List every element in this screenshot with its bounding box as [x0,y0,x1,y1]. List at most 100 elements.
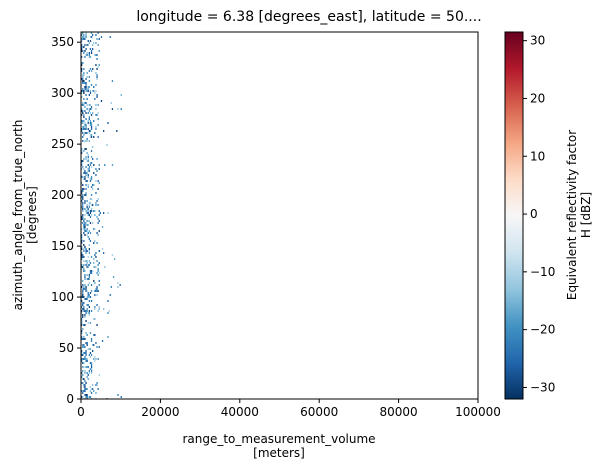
heatmap-cell [84,234,86,236]
heatmap-cell [90,50,93,52]
heatmap-cell [96,94,98,96]
heatmap-cell [88,118,90,120]
heatmap-cell [82,390,84,392]
heatmap-cell [87,156,89,158]
heatmap-cell [107,212,109,214]
heatmap-cell [94,214,96,216]
heatmap-cell [110,286,112,288]
heatmap-cell [99,212,101,214]
heatmap-cell [82,370,84,372]
heatmap-cell [86,152,88,154]
heatmap-cell [85,126,87,128]
heatmap-cell [96,114,98,116]
heatmap-cell [81,120,83,122]
heatmap-cell [81,70,83,72]
heatmap-cell [85,78,87,80]
heatmap-cell [85,286,87,288]
heatmap-cell [86,274,88,276]
heatmap-cell [85,388,87,390]
heatmap-cell [89,296,92,298]
colorbar-tick-label: −10 [530,265,555,279]
heatmap-cell [84,352,86,354]
heatmap-cell [111,164,114,166]
heatmap-cell [83,226,85,228]
heatmap-cell [86,260,88,262]
heatmap-cell [82,46,84,48]
heatmap-cell [88,80,90,82]
heatmap-cell [95,342,97,344]
heatmap-cell [85,112,87,114]
heatmap-cell [82,176,84,178]
heatmap-cell [81,122,83,124]
heatmap-cell [83,38,85,40]
heatmap-cell [117,282,119,284]
heatmap-cell [83,384,85,386]
heatmap-cell [82,132,84,134]
heatmap-cell [90,178,93,180]
heatmap-cell [95,126,97,128]
heatmap-cell [82,208,84,210]
x-tick-label: 0 [77,405,85,419]
heatmap-cell [89,212,92,214]
heatmap-cell [81,68,83,70]
heatmap-cell [98,346,100,348]
heatmap-cell [96,78,98,80]
heatmap-cell [90,156,93,158]
heatmap-cell [81,332,83,334]
heatmap-cell [88,214,90,216]
heatmap-cell [96,170,98,172]
heatmap-cell [86,224,88,226]
heatmap-cell [83,286,85,288]
heatmap-cell [85,34,87,36]
heatmap-cell [89,164,92,166]
heatmap-cell [89,216,92,218]
heatmap-cell [83,90,85,92]
heatmap-cell [81,90,83,92]
heatmap-cell [87,40,89,42]
heatmap-cell [94,282,96,284]
heatmap-cell [81,310,83,312]
heatmap-cell [83,362,85,364]
heatmap-cell [85,312,87,314]
heatmap-cell [83,232,85,234]
heatmap-cell [83,248,85,250]
heatmap-cell [81,352,83,354]
heatmap-cell [82,196,84,198]
heatmap-cell [86,52,88,54]
heatmap-cell [87,256,89,258]
heatmap-cell [83,208,85,210]
heatmap-cell [84,110,86,112]
heatmap-cell [83,172,85,174]
heatmap-cell [82,338,84,340]
heatmap-cell [81,56,83,58]
heatmap-cell [83,268,85,270]
heatmap-cell [85,264,87,266]
heatmap-cell [95,64,97,66]
heatmap-cell [98,262,100,264]
heatmap-cell [88,296,90,298]
heatmap-cell [96,158,98,160]
heatmap-cell [82,198,84,200]
heatmap-cell [92,112,94,114]
heatmap-cell [82,166,84,168]
heatmap-cell [90,364,93,366]
heatmap-cell [82,304,84,306]
x-tick-label: 80000 [380,405,418,419]
heatmap-cell [83,224,85,226]
heatmap-cell [97,104,99,106]
heatmap-cell [81,78,83,80]
heatmap-cell [87,44,89,46]
heatmap-cell [82,314,84,316]
heatmap-cell [83,114,85,116]
heatmap-cell [83,324,85,326]
heatmap-cell [81,242,83,244]
heatmap-cell [83,306,85,308]
y-tick-label: 300 [51,86,74,100]
heatmap-cell [82,328,84,330]
heatmap-cell [82,128,84,130]
heatmap-cell [84,56,86,58]
heatmap-cell [103,130,105,132]
heatmap-cell [120,108,122,110]
heatmap-cell [82,218,84,220]
heatmap-cell [95,174,97,176]
